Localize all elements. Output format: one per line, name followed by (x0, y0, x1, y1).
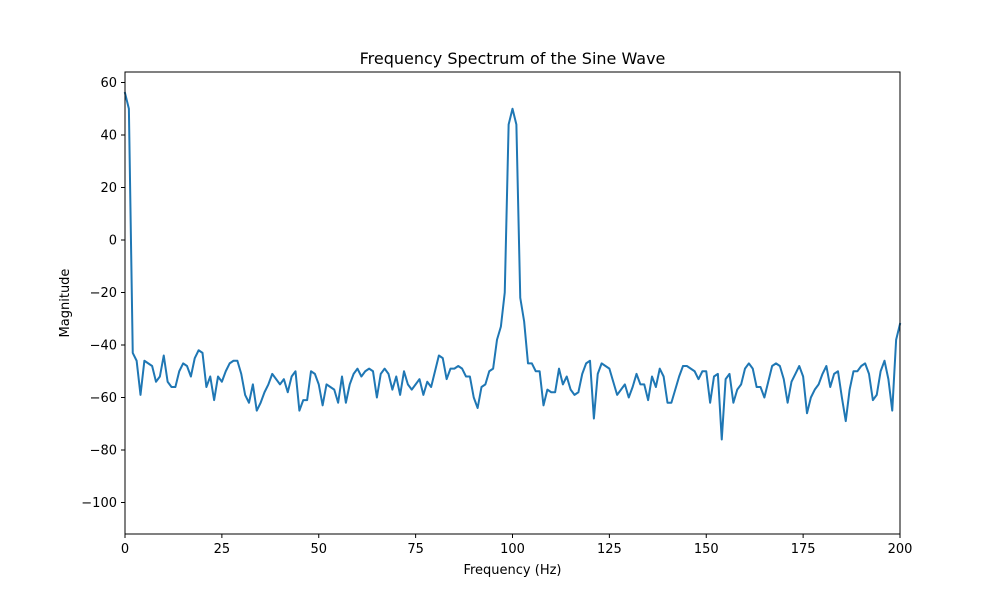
x-tick-label: 75 (407, 542, 424, 557)
y-tick-label: −40 (90, 339, 117, 354)
x-tick-label: 125 (597, 542, 622, 557)
x-axis: 0 25 50 75 100 125 150 175 200 (121, 534, 913, 557)
x-axis-label: Frequency (Hz) (463, 563, 561, 578)
chart-title: Frequency Spectrum of the Sine Wave (360, 49, 666, 68)
y-tick-label: −60 (90, 391, 117, 406)
y-tick-label: 0 (109, 234, 117, 249)
y-tick-label: −80 (90, 444, 117, 459)
x-tick-label: 50 (310, 542, 327, 557)
series-line (123, 91, 902, 441)
x-tick-label: 175 (791, 542, 816, 557)
y-tick-label: 60 (100, 76, 117, 91)
x-tick-label: 0 (121, 542, 129, 557)
y-tick-label: 20 (100, 181, 117, 196)
x-tick-label: 150 (694, 542, 719, 557)
plot-background (125, 72, 900, 534)
y-axis-label: Magnitude (58, 269, 73, 338)
y-tick-label: −20 (90, 286, 117, 301)
x-tick-label: 100 (500, 542, 525, 557)
x-tick-label: 25 (214, 542, 231, 557)
y-tick-label: 40 (100, 129, 117, 144)
x-tick-label: 200 (888, 542, 913, 557)
plot-area (123, 71, 902, 535)
y-tick-label: −100 (81, 496, 117, 511)
y-axis: 60 40 20 0 −20 −40 −60 −80 −100 (81, 76, 125, 511)
